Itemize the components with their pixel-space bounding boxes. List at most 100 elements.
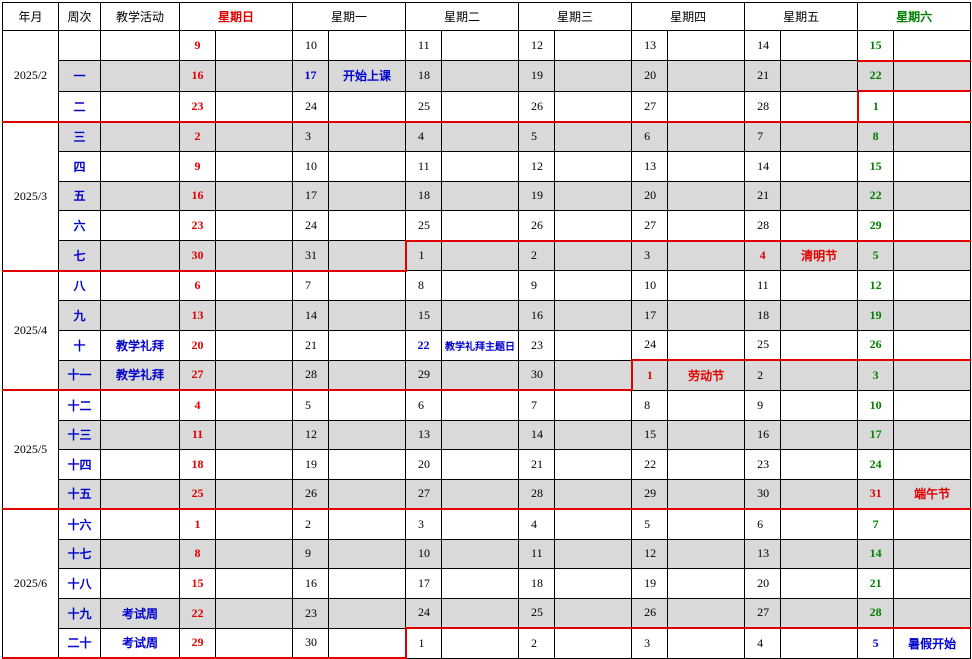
- day-note-sun: [214, 329, 294, 361]
- day-mon: 12: [292, 419, 330, 450]
- day-note-mon: [328, 30, 407, 61]
- day-note-sun: [214, 270, 294, 301]
- teaching-activity: [100, 30, 180, 61]
- week-row: 2025/2 9 10 11 12 13 14 15: [2, 30, 972, 123]
- day-note-sat: [893, 90, 972, 123]
- week-row: 十教学礼拜 20 21 22 教学礼拜主题日 23 24 25 26: [3, 329, 972, 361]
- day-note-thu: 劳动节: [667, 359, 746, 391]
- day-fri: 28: [744, 90, 782, 123]
- week-row: 六 23 24 25 26 27 28 29: [3, 210, 972, 242]
- day-tue: 29: [405, 359, 443, 391]
- day-note-mon: [328, 538, 407, 569]
- day-fri: 14: [744, 151, 782, 182]
- day-note-fri: [780, 359, 859, 391]
- day-tue: 18: [405, 60, 443, 92]
- day-note-wed: [554, 419, 633, 450]
- week-number: 九: [58, 300, 101, 331]
- day-note-thu: [667, 478, 746, 510]
- day-note-thu: [667, 389, 746, 421]
- day-note-sun: [214, 180, 294, 211]
- day-note-thu: [667, 30, 746, 61]
- day-wed: 7: [518, 389, 556, 421]
- day-thu: 26: [631, 597, 669, 629]
- day-mon: 24: [292, 210, 330, 241]
- week-number: 十八: [58, 568, 101, 599]
- day-sat: 3: [857, 359, 895, 391]
- day-note-tue: [441, 210, 520, 242]
- day-mon: 19: [292, 449, 330, 480]
- day-note-sun: [214, 60, 294, 92]
- week-number: 二: [58, 90, 101, 123]
- teaching-activity: [100, 389, 180, 421]
- day-note-thu: [667, 90, 746, 123]
- day-note-thu: [667, 210, 746, 242]
- day-note-fri: [780, 538, 859, 569]
- day-fri: 30: [744, 478, 782, 510]
- header-row: 年月 周次 教学活动 星期日 星期一 星期二 星期三 星期四 星期五 星期六: [2, 2, 972, 31]
- teaching-activity: [100, 180, 180, 211]
- header-sunday: 星期日: [178, 2, 294, 31]
- week-row: 2025/6 十六 1 2 3 4 5 6 7: [2, 508, 972, 659]
- day-note-thu: [667, 240, 746, 271]
- day-thu: 20: [631, 180, 669, 211]
- day-note-tue: [441, 627, 520, 659]
- week-number: 十: [58, 329, 101, 361]
- teaching-activity: 考试周: [100, 627, 180, 659]
- day-mon: 2: [292, 508, 330, 540]
- day-note-wed: [554, 329, 633, 361]
- day-note-wed: [554, 449, 633, 480]
- header-saturday: 星期六: [857, 2, 972, 31]
- day-note-sat: 暑假开始: [893, 627, 972, 659]
- day-wed: 2: [518, 627, 556, 659]
- teaching-activity: [100, 538, 180, 569]
- day-note-fri: [780, 151, 859, 182]
- header-thursday: 星期四: [631, 2, 746, 31]
- day-wed: 30: [518, 359, 556, 391]
- teaching-activity: [100, 240, 180, 272]
- day-note-mon: [328, 359, 407, 391]
- week-row: 二 23 24 25 26 27 28 1: [3, 90, 972, 123]
- day-note-thu: [667, 60, 746, 92]
- day-note-tue: [441, 300, 520, 331]
- day-note-thu: [667, 419, 746, 450]
- day-note-thu: [667, 597, 746, 629]
- day-thu: 1: [631, 359, 669, 391]
- teaching-activity: [100, 478, 180, 510]
- day-fri: 28: [744, 210, 782, 242]
- week-row: 十四 18 19 20 21 22 23 24: [3, 449, 972, 480]
- day-note-thu: [667, 508, 746, 540]
- day-note-sat: [893, 597, 972, 629]
- teaching-activity: [100, 90, 180, 123]
- day-note-fri: [780, 270, 859, 301]
- week-number: 十五: [58, 478, 101, 510]
- day-fri: 23: [744, 449, 782, 480]
- day-sun: 15: [179, 568, 216, 599]
- week-row: 十八 15 16 17 18 19 20 21: [3, 568, 972, 599]
- day-wed: 23: [518, 329, 556, 361]
- week-row: 二十 考试周 29 30 1 2 3 4 5 暑假开始: [3, 627, 972, 659]
- teaching-activity: [100, 210, 180, 241]
- day-note-sat: [893, 359, 972, 391]
- day-note-tue: [441, 538, 520, 569]
- day-note-sat: [893, 30, 972, 62]
- day-note-sat: [893, 121, 972, 152]
- day-note-tue: [441, 478, 520, 510]
- header-tuesday: 星期二: [405, 2, 520, 31]
- day-note-mon: [328, 180, 407, 211]
- day-fri: 18: [744, 300, 782, 331]
- day-sat: 22: [857, 180, 895, 211]
- day-wed: 2: [518, 240, 556, 271]
- day-sun: 9: [179, 151, 216, 182]
- day-note-wed: [554, 597, 633, 629]
- day-thu: 15: [631, 419, 669, 450]
- day-fri: 9: [744, 389, 782, 421]
- day-note-fri: [780, 627, 859, 659]
- week-row: 五 16 17 18 19 20 21 22: [3, 180, 972, 211]
- day-fri: 7: [744, 121, 782, 152]
- day-sun: 27: [179, 359, 216, 391]
- day-tue: 13: [405, 419, 443, 450]
- day-note-mon: [328, 300, 407, 331]
- week-row: 七 30 31 1 2 3 4 清明节 5: [3, 240, 972, 272]
- teaching-activity: 教学礼拜: [100, 329, 180, 361]
